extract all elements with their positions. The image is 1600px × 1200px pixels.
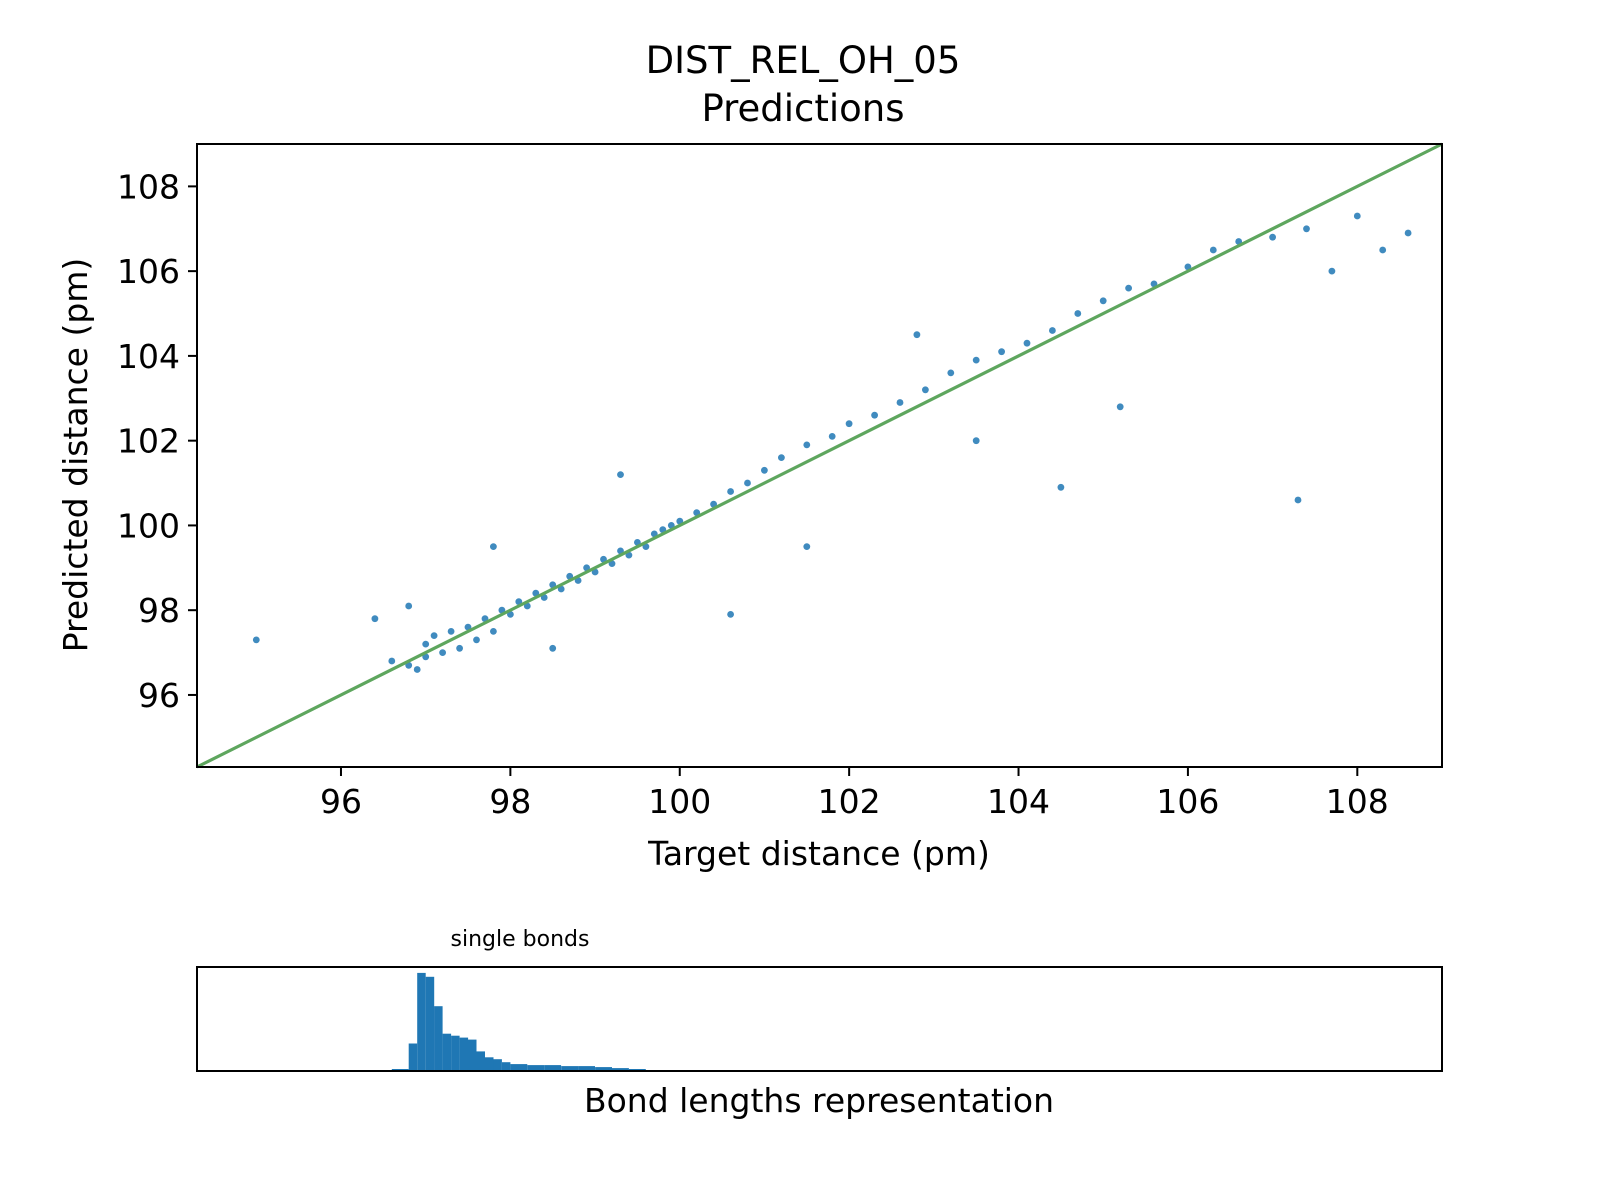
scatter-point (871, 411, 878, 419)
scatter-marks (252, 212, 1412, 673)
histogram-bar (544, 1065, 562, 1071)
x-axis: 96 98 100 102 104 106 108 (320, 767, 1389, 821)
histogram-bar (442, 1033, 452, 1071)
scatter-point (456, 644, 463, 652)
y-tick-label: 108 (117, 167, 180, 206)
scatter-point (413, 666, 421, 673)
x-axis-label: Target distance (pm) (647, 834, 990, 873)
scatter-point (1269, 233, 1276, 241)
y-tick-label: 102 (117, 422, 180, 461)
histogram-bar (485, 1057, 494, 1071)
scatter-point (803, 441, 811, 449)
histogram-frame (196, 966, 1443, 1072)
scatter-point (1125, 284, 1132, 292)
x-tick-label: 104 (987, 782, 1050, 821)
scatter-point (972, 437, 980, 445)
scatter-point (439, 649, 446, 656)
scatter-point (388, 657, 396, 665)
histogram-bar (595, 1067, 612, 1071)
histogram-bar (510, 1064, 528, 1071)
histogram-bar (408, 1043, 418, 1071)
histogram-title: single bonds (451, 927, 590, 952)
scatter-point (1049, 327, 1056, 334)
histogram-bar (459, 1037, 469, 1071)
scatter-point (447, 628, 455, 635)
scatter-point (1116, 403, 1124, 411)
y-tick-label: 96 (138, 676, 180, 715)
scatter-point (430, 632, 438, 639)
scatter-point (922, 386, 929, 394)
histogram-bar (578, 1066, 595, 1071)
chart-title-line2: Predictions (701, 87, 904, 130)
histogram-plot: single bonds Bond lengths representation (196, 927, 1443, 1120)
scatter-point (617, 471, 624, 478)
scatter-point (1294, 496, 1302, 504)
x-tick-label: 106 (1156, 782, 1219, 821)
y-tick-label: 106 (117, 252, 180, 291)
x-tick-label: 100 (648, 782, 711, 821)
scatter-point (490, 628, 497, 635)
scatter-point (947, 369, 955, 377)
scatter-point (727, 488, 734, 495)
scatter-point (422, 640, 430, 648)
scatter-point (473, 636, 480, 644)
scatter-point (1074, 310, 1082, 317)
histogram-bar (561, 1066, 579, 1071)
scatter-point (913, 331, 921, 339)
y-tick-label: 98 (138, 591, 180, 630)
histogram-bar (468, 1039, 477, 1071)
scatter-point (1328, 267, 1336, 275)
scatter-point (490, 543, 497, 550)
scatter-point (803, 543, 811, 550)
scatter-point (761, 466, 768, 474)
scatter-point (1209, 246, 1217, 254)
x-tick-label: 102 (818, 782, 881, 821)
histogram-bar (417, 972, 426, 1071)
histogram-bar (527, 1065, 545, 1071)
x-tick-label: 98 (489, 782, 531, 821)
identity-line (196, 142, 1443, 769)
scatter-point (549, 644, 557, 652)
scatter-point (998, 348, 1005, 356)
scatter-point (1303, 225, 1310, 233)
scatter-point (252, 636, 260, 644)
y-tick-label: 104 (117, 337, 180, 376)
scatter-point (1353, 212, 1361, 220)
scatter-point (1379, 246, 1387, 254)
scatter-plot: 96 98 100 102 104 106 108 9698100102104106108 … (56, 142, 1443, 873)
scatter-point (972, 356, 980, 364)
histogram-bar (434, 1006, 443, 1071)
scatter-point (371, 615, 379, 623)
histogram-bar (476, 1051, 485, 1071)
histogram-bar (501, 1062, 511, 1071)
scatter-point (1023, 339, 1031, 347)
y-axis: 96 98 100 102 104 106 108 (117, 167, 197, 715)
histogram-bar (493, 1059, 502, 1071)
histogram-bar (451, 1035, 460, 1071)
scatter-point (1099, 297, 1107, 305)
histogram-x-label: Bond lengths representation (584, 1081, 1054, 1120)
histogram-bar (612, 1068, 629, 1071)
scatter-point (405, 602, 413, 610)
scatter-point (1057, 483, 1065, 491)
scatter-point (1404, 229, 1412, 237)
scatter-point (828, 433, 836, 440)
scatter-point (845, 420, 853, 428)
x-tick-label: 96 (320, 782, 362, 821)
scatter-plot-frame (196, 143, 1443, 768)
scatter-point (727, 611, 734, 618)
histogram-bar (425, 976, 435, 1071)
scatter-point (896, 399, 904, 406)
y-axis-label: Predicted distance (pm) (56, 258, 95, 653)
scatter-point (778, 454, 785, 461)
y-tick-label: 100 (117, 506, 180, 545)
scatter-point (744, 479, 751, 487)
x-tick-label: 108 (1326, 782, 1389, 821)
chart-title-line1: DIST_REL_OH_05 (646, 39, 961, 82)
